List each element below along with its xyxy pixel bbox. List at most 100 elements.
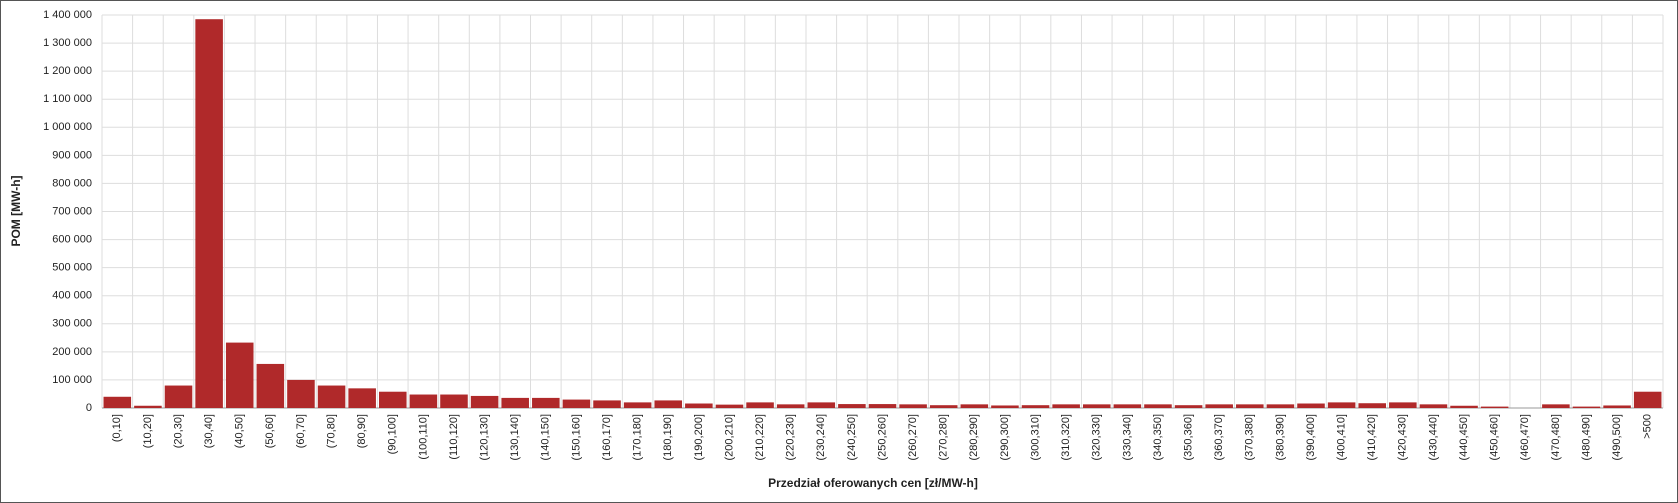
x-tick-label: (10,20] xyxy=(142,414,154,448)
y-tick-label: 500 000 xyxy=(52,262,92,274)
y-tick-label: 600 000 xyxy=(52,233,92,245)
bar xyxy=(1480,406,1509,408)
bar xyxy=(1542,404,1570,408)
x-tick-label: (380,390] xyxy=(1274,414,1286,460)
bar xyxy=(501,397,529,408)
y-tick-label: 1 300 000 xyxy=(43,37,92,49)
x-tick-label: (180,190] xyxy=(662,414,674,460)
bar xyxy=(776,404,805,408)
bar xyxy=(1052,404,1080,408)
bar xyxy=(1082,404,1111,408)
bar xyxy=(1266,404,1295,408)
bar xyxy=(899,404,927,408)
bar xyxy=(593,400,621,408)
x-tick-label: (160,170] xyxy=(601,414,613,460)
x-tick-label: (290,300] xyxy=(999,414,1011,460)
bar xyxy=(103,396,132,408)
y-tick-label: 900 000 xyxy=(52,149,92,161)
bar xyxy=(623,402,652,408)
y-tick-label: 300 000 xyxy=(52,318,92,330)
bar xyxy=(317,385,346,408)
bar xyxy=(287,379,315,408)
bar xyxy=(1113,404,1142,408)
bar xyxy=(1633,391,1662,408)
x-tick-label: (450,460] xyxy=(1489,414,1501,460)
x-tick-label: (490,500] xyxy=(1611,414,1623,460)
bar xyxy=(929,405,958,408)
bar xyxy=(1205,404,1233,408)
bar xyxy=(1603,405,1631,408)
x-tick-label: (470,480] xyxy=(1550,414,1562,460)
x-tick-label: (250,260] xyxy=(876,414,888,460)
y-axis-title: POM [MW-h] xyxy=(9,175,23,246)
x-tick-label: (130,140] xyxy=(509,414,521,460)
x-tick-label: (400,410] xyxy=(1336,414,1348,460)
bar xyxy=(715,404,744,408)
bar xyxy=(164,385,193,408)
bar xyxy=(1021,405,1050,408)
x-tick-label: (390,400] xyxy=(1305,414,1317,460)
x-tick-label: (150,160] xyxy=(570,414,582,460)
bar xyxy=(654,400,683,408)
bar xyxy=(1144,404,1172,408)
x-tick-label: (270,280] xyxy=(938,414,950,460)
x-tick-label: (120,130] xyxy=(479,414,491,460)
y-tick-label: 1 000 000 xyxy=(43,121,92,133)
y-tick-label: 700 000 xyxy=(52,205,92,217)
x-tick-label: (220,230] xyxy=(785,414,797,460)
bar xyxy=(991,405,1019,408)
x-tick-label: (50,60] xyxy=(264,414,276,448)
bar xyxy=(1297,403,1325,408)
bar xyxy=(1419,404,1448,408)
bar xyxy=(195,19,223,408)
x-tick-label: (40,50] xyxy=(234,414,246,448)
x-tick-label: (30,40] xyxy=(203,414,215,448)
bar xyxy=(685,403,713,408)
bar xyxy=(532,397,560,408)
x-tick-label: (480,490] xyxy=(1580,414,1592,460)
x-tick-label: (80,90] xyxy=(356,414,368,448)
x-tick-label: (260,270] xyxy=(907,414,919,460)
x-tick-label: (170,180] xyxy=(632,414,644,460)
x-tick-label: (320,330] xyxy=(1091,414,1103,460)
x-tick-label: (90,100] xyxy=(387,414,399,454)
bar xyxy=(868,404,897,408)
x-tick-label: (210,220] xyxy=(754,414,766,460)
bar xyxy=(1450,405,1478,408)
bar xyxy=(1327,402,1356,408)
x-tick-label: (200,210] xyxy=(723,414,735,460)
bar xyxy=(134,405,162,408)
x-tick-label: (440,450] xyxy=(1458,414,1470,460)
y-tick-label: 0 xyxy=(86,402,92,414)
x-tick-label: (300,310] xyxy=(1029,414,1041,460)
bar xyxy=(409,394,438,408)
x-tick-label: (70,80] xyxy=(325,414,337,448)
x-tick-label: (190,200] xyxy=(693,414,705,460)
x-tick-label: (360,370] xyxy=(1213,414,1225,460)
bar xyxy=(838,404,866,408)
bar xyxy=(1174,405,1203,408)
x-tick-label: (460,470] xyxy=(1519,414,1531,460)
y-tick-label: 1 100 000 xyxy=(43,93,92,105)
x-tick-label: (280,290] xyxy=(968,414,980,460)
x-tick-label: (20,30] xyxy=(172,414,184,448)
bar xyxy=(1236,404,1264,408)
bar xyxy=(225,342,254,408)
bar xyxy=(1572,406,1601,408)
x-tick-label: (330,340] xyxy=(1121,414,1133,460)
x-tick-label: (430,440] xyxy=(1427,414,1439,460)
y-tick-label: 1 200 000 xyxy=(43,65,92,77)
y-tick-label: 100 000 xyxy=(52,374,92,386)
y-tick-label: 1 400 000 xyxy=(43,9,92,21)
x-tick-label: (110,120] xyxy=(448,414,460,460)
bar xyxy=(470,395,499,408)
bar xyxy=(1389,402,1417,408)
bar xyxy=(960,404,989,408)
x-tick-label: >500 xyxy=(1642,414,1654,439)
y-tick-label: 400 000 xyxy=(52,290,92,302)
x-tick-label: (370,380] xyxy=(1244,414,1256,460)
x-tick-label: (240,250] xyxy=(846,414,858,460)
